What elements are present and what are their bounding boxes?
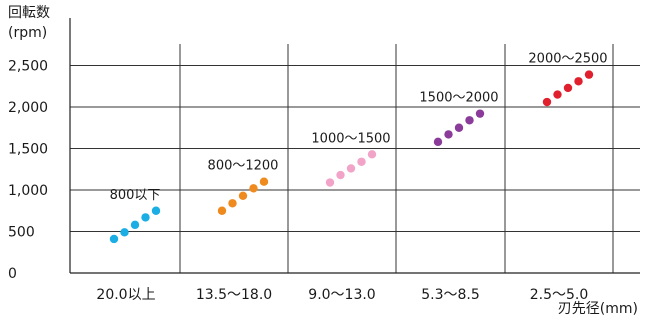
data-point [357,157,366,166]
data-point [454,123,464,132]
y-tick-label: 2,000 [8,100,48,116]
data-point [444,130,453,139]
data-point [563,83,573,93]
data-point [542,97,552,107]
data-point [120,228,129,237]
x-tick-label: 20.0以上 [96,287,155,303]
data-point [228,199,237,208]
x-axis-title: 刃先径(mm) [557,301,638,317]
data-point [367,150,377,159]
y-tick-label: 1,500 [8,142,48,158]
data-point [584,70,594,79]
y-tick-label: 500 [8,225,35,241]
data-point [433,137,443,147]
y-tick-label: 1,000 [8,183,48,199]
x-tick-label: 2.5〜5.0 [530,287,589,303]
group-label: 800〜1200 [208,159,279,174]
data-point [346,164,356,173]
group-label: 2000〜2500 [528,52,607,67]
data-point [553,90,562,99]
data-point [465,116,474,125]
y-axis-title: 回転数 [8,5,50,21]
x-tick-label: 5.3〜8.5 [421,287,480,303]
group-label: 1000〜1500 [311,131,390,146]
x-tick-label: 9.0〜13.0 [308,287,375,303]
data-point [109,234,119,244]
data-point [151,206,161,215]
data-point [238,191,248,201]
data-point [574,77,583,86]
data-point [259,177,269,186]
group-label: 1500〜2000 [419,91,498,106]
group-label: 800以下 [110,188,161,203]
y-tick-label: 0 [8,266,17,282]
data-point [475,109,485,118]
data-point [130,220,140,230]
data-point [217,206,227,215]
data-point [325,178,335,187]
y-axis-unit: (rpm) [8,25,48,41]
x-tick-label: 13.5〜18.0 [196,287,272,303]
y-tick-label: 2,500 [8,59,48,75]
data-point [249,184,258,193]
data-point [141,213,150,222]
data-point [336,170,345,180]
